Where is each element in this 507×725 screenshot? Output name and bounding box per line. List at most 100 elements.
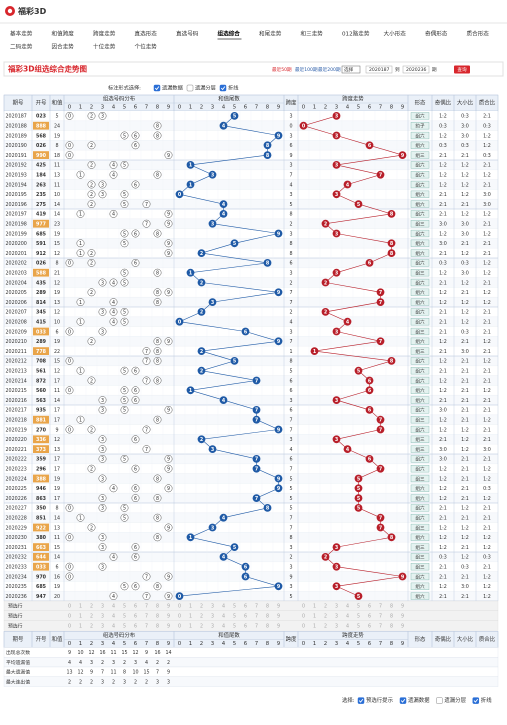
preselect-digit[interactable]: 4 — [112, 604, 115, 610]
preselect-digit[interactable]: 8 — [390, 604, 393, 610]
preselect-digit[interactable]: 9 — [167, 623, 170, 629]
preselect-digit[interactable]: 6 — [134, 604, 137, 610]
preselect-digit[interactable]: 2 — [200, 623, 203, 629]
preselect-digit[interactable]: 2 — [324, 614, 327, 620]
preselect-digit[interactable]: 2 — [90, 623, 93, 629]
preselect-digit[interactable]: 5 — [357, 614, 360, 620]
input-to-text[interactable]: 2020236 — [406, 67, 427, 73]
preselect-digit[interactable]: 9 — [401, 604, 404, 610]
preselect-digit[interactable]: 5 — [123, 604, 126, 610]
nav-item[interactable]: 和三走势 — [301, 30, 324, 38]
preselect-digit[interactable]: 4 — [222, 623, 225, 629]
preselect-digit[interactable]: 6 — [134, 614, 137, 620]
preselect-digit[interactable]: 1 — [189, 604, 192, 610]
preselect-digit[interactable]: 3 — [335, 604, 338, 610]
preselect-digit[interactable]: 7 — [379, 623, 382, 629]
nav-item[interactable]: 跨度走势 — [93, 30, 116, 38]
footer-option[interactable]: 遗漏数据 — [408, 696, 430, 704]
preselect-digit[interactable]: 0 — [68, 604, 71, 610]
preselect-digit[interactable]: 5 — [233, 623, 236, 629]
preselect-digit[interactable]: 0 — [302, 623, 305, 629]
footer-option[interactable]: 遗漏分层 — [444, 696, 466, 704]
checkbox[interactable] — [153, 84, 161, 92]
input-to[interactable] — [402, 65, 430, 74]
input-from-text[interactable]: 2020187 — [369, 67, 390, 73]
query-button-text[interactable]: 查询 — [457, 66, 467, 73]
nav-item[interactable]: 基本走势 — [10, 30, 33, 38]
preselect-digit[interactable]: 4 — [346, 623, 349, 629]
preselect-digit[interactable]: 6 — [244, 614, 247, 620]
preselect-digit[interactable]: 3 — [211, 614, 214, 620]
nav-item[interactable]: 组选综合 — [218, 30, 241, 38]
preselect-digit[interactable]: 0 — [302, 614, 305, 620]
preselect-digit[interactable]: 7 — [379, 604, 382, 610]
recent-link[interactable]: 最近100期 — [295, 66, 318, 73]
preselect-digit[interactable]: 6 — [368, 614, 371, 620]
preselect-digit[interactable]: 9 — [277, 604, 280, 610]
preselect-digit[interactable]: 4 — [346, 614, 349, 620]
preselect-digit[interactable]: 5 — [357, 623, 360, 629]
preselect-digit[interactable]: 3 — [101, 623, 104, 629]
preselect-digit[interactable]: 6 — [244, 623, 247, 629]
preselect-digit[interactable]: 7 — [145, 623, 148, 629]
footer-option[interactable]: 预选行提示 — [366, 696, 394, 704]
preselect-digit[interactable]: 1 — [313, 614, 316, 620]
select-box[interactable] — [341, 65, 361, 74]
preselect-digit[interactable]: 9 — [401, 614, 404, 620]
preselect-digit[interactable]: 3 — [335, 623, 338, 629]
preselect-digit[interactable]: 8 — [156, 604, 159, 610]
preselect-digit[interactable]: 1 — [79, 623, 82, 629]
preselect-digit[interactable]: 8 — [266, 623, 269, 629]
preselect-digit[interactable]: 7 — [145, 614, 148, 620]
preselect-digit[interactable]: 3 — [211, 623, 214, 629]
footer-option[interactable]: 折线 — [481, 696, 492, 704]
preselect-digit[interactable]: 7 — [255, 604, 258, 610]
preselect-digit[interactable]: 5 — [233, 614, 236, 620]
checkbox[interactable] — [399, 697, 407, 704]
preselect-digit[interactable]: 1 — [79, 604, 82, 610]
nav-item[interactable]: 十位走势 — [93, 43, 116, 51]
preselect-digit[interactable]: 7 — [255, 614, 258, 620]
nav-item[interactable]: 二码走势 — [10, 43, 33, 51]
preselect-digit[interactable]: 1 — [189, 623, 192, 629]
preselect-digit[interactable]: 7 — [145, 604, 148, 610]
preselect-digit[interactable]: 9 — [167, 614, 170, 620]
nav-item[interactable]: 直选形态 — [135, 30, 158, 38]
preselect-digit[interactable]: 9 — [277, 623, 280, 629]
preselect-digit[interactable]: 0 — [178, 614, 181, 620]
preselect-digit[interactable]: 7 — [255, 623, 258, 629]
preselect-digit[interactable]: 7 — [379, 614, 382, 620]
input-from[interactable] — [365, 65, 393, 74]
option-label[interactable]: 遗漏分层 — [195, 84, 216, 92]
preselect-digit[interactable]: 5 — [357, 604, 360, 610]
preselect-digit[interactable]: 3 — [211, 604, 214, 610]
preselect-digit[interactable]: 0 — [178, 623, 181, 629]
preselect-digit[interactable]: 5 — [123, 623, 126, 629]
preselect-digit[interactable]: 2 — [200, 614, 203, 620]
preselect-digit[interactable]: 8 — [266, 604, 269, 610]
option-label[interactable]: 折线 — [228, 84, 238, 92]
preselect-digit[interactable]: 0 — [68, 623, 71, 629]
preselect-digit[interactable]: 0 — [68, 614, 71, 620]
preselect-digit[interactable]: 3 — [101, 604, 104, 610]
preselect-digit[interactable]: 4 — [112, 623, 115, 629]
preselect-digit[interactable]: 6 — [244, 604, 247, 610]
checkbox[interactable] — [186, 84, 194, 92]
preselect-digit[interactable]: 0 — [178, 604, 181, 610]
nav-item[interactable]: 和值跨度 — [52, 30, 75, 38]
preselect-digit[interactable]: 2 — [324, 623, 327, 629]
checkbox[interactable] — [219, 84, 227, 92]
select[interactable]: 选择 — [344, 66, 354, 73]
recent-link[interactable]: 最近50期 — [272, 66, 292, 73]
preselect-digit[interactable]: 6 — [368, 604, 371, 610]
nav-item[interactable]: 因合走势 — [52, 43, 75, 51]
nav-item[interactable]: 直选号码 — [176, 30, 199, 38]
checkbox[interactable] — [472, 697, 480, 704]
query-button[interactable] — [454, 65, 470, 74]
preselect-digit[interactable]: 9 — [167, 604, 170, 610]
preselect-digit[interactable]: 2 — [90, 614, 93, 620]
preselect-digit[interactable]: 8 — [390, 614, 393, 620]
preselect-digit[interactable]: 3 — [335, 614, 338, 620]
preselect-digit[interactable]: 2 — [324, 604, 327, 610]
preselect-digit[interactable]: 0 — [302, 604, 305, 610]
